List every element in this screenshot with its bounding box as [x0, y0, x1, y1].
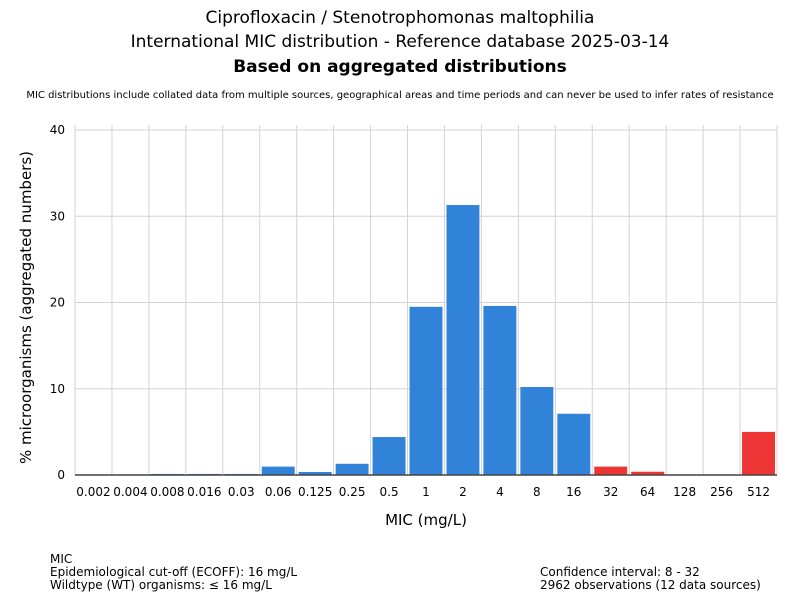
x-tick-label: 0.004 — [113, 485, 147, 499]
x-tick-label: 0.06 — [265, 485, 292, 499]
footer-observations: 2962 observations (12 data sources) — [540, 578, 761, 592]
y-tick-label: 10 — [50, 382, 65, 396]
bar-64 — [631, 471, 665, 475]
y-tick-label: 0 — [57, 468, 65, 482]
x-tick-label: 0.03 — [228, 485, 255, 499]
x-tick-label: 16 — [566, 485, 581, 499]
footer-confidence: Confidence interval: 8 - 32 — [540, 565, 700, 579]
y-tick-label: 40 — [50, 123, 65, 137]
y-axis-label: % microorganisms (aggregated numbers) — [17, 151, 35, 464]
bar-2 — [446, 205, 480, 475]
bar-0.06 — [261, 466, 295, 475]
bar-8 — [520, 387, 554, 475]
x-tick-label: 4 — [496, 485, 504, 499]
bar-0.125 — [298, 471, 332, 475]
x-tick-label: 32 — [603, 485, 618, 499]
chart-title-line2: International MIC distribution - Referen… — [130, 32, 670, 52]
x-tick-label: 0.25 — [339, 485, 366, 499]
x-tick-label: 256 — [710, 485, 733, 499]
bar-512 — [742, 431, 775, 475]
chart-title: Ciprofloxacin / Stenotrophomonas maltoph… — [205, 8, 595, 28]
x-tick-label: 2 — [459, 485, 467, 499]
bar-16 — [557, 413, 591, 475]
footer-left: MIC Epidemiological cut-off (ECOFF): 16 … — [50, 553, 297, 592]
chart-subtitle: MIC distributions include collated data … — [26, 90, 774, 101]
x-tick-label: 0.002 — [76, 485, 110, 499]
footer-right: Confidence interval: 8 - 32 2962 observa… — [540, 566, 761, 592]
bar-0.25 — [335, 463, 369, 475]
footer-ecoff: Epidemiological cut-off (ECOFF): 16 mg/L — [50, 565, 298, 579]
x-tick-label: 8 — [533, 485, 541, 499]
bar-0.5 — [372, 437, 406, 475]
x-tick-label: 0.008 — [150, 485, 184, 499]
y-tick-label: 20 — [50, 296, 65, 310]
x-tick-label: 64 — [640, 485, 655, 499]
x-axis-label: MIC (mg/L) — [385, 511, 467, 529]
footer-mic-label: MIC — [50, 552, 73, 566]
chart-title-line3: Based on aggregated distributions — [233, 57, 567, 77]
bar-4 — [483, 305, 517, 475]
x-tick-label: 128 — [673, 485, 696, 499]
x-tick-label: 0.5 — [380, 485, 399, 499]
footer-wildtype: Wildtype (WT) organisms: ≤ 16 mg/L — [50, 578, 272, 592]
x-tick-label: 0.016 — [187, 485, 221, 499]
x-tick-label: 0.125 — [298, 485, 332, 499]
bar-32 — [594, 466, 628, 475]
y-tick-label: 30 — [50, 209, 65, 223]
x-tick-label: 1 — [422, 485, 430, 499]
x-tick-label: 512 — [747, 485, 770, 499]
bar-1 — [409, 306, 443, 475]
